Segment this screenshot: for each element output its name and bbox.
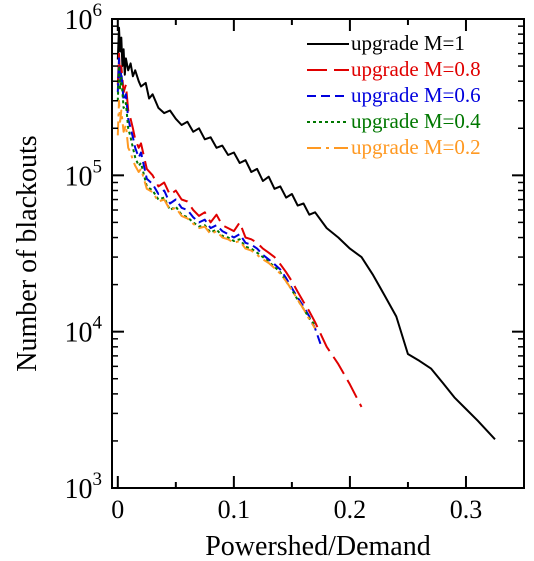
x-tick-label: 0.3 <box>450 495 483 524</box>
y-axis-label: Number of blackouts <box>12 135 43 371</box>
series-line-2 <box>116 57 322 346</box>
legend-label-1: upgrade M=0.8 <box>351 57 481 81</box>
ticks-layer: 0 0.1 0.2 0.3 103 104 105 106 <box>65 0 524 524</box>
series-layer <box>116 26 496 440</box>
series-line-3 <box>116 65 316 326</box>
legend-label-3: upgrade M=0.4 <box>351 109 481 133</box>
y-tick-label: 103 <box>65 469 103 505</box>
plot-frame <box>111 18 525 489</box>
series-line-0 <box>116 26 496 440</box>
legend-label-4: upgrade M=0.2 <box>351 135 481 159</box>
x-axis-label: Powershed/Demand <box>205 531 431 561</box>
x-tick-label: 0.1 <box>218 495 251 524</box>
y-tick-label: 105 <box>65 156 103 192</box>
x-tick-label: 0 <box>111 495 124 524</box>
y-tick-label: 104 <box>65 313 103 349</box>
x-tick-label: 0.2 <box>334 495 367 524</box>
plot-area: 0 0.1 0.2 0.3 103 104 105 106 <box>65 0 525 524</box>
y-tick-label: 106 <box>65 0 103 36</box>
series-line-1 <box>116 52 363 408</box>
legend-label-0: upgrade M=1 <box>351 31 465 55</box>
legend-label-2: upgrade M=0.6 <box>351 83 481 107</box>
